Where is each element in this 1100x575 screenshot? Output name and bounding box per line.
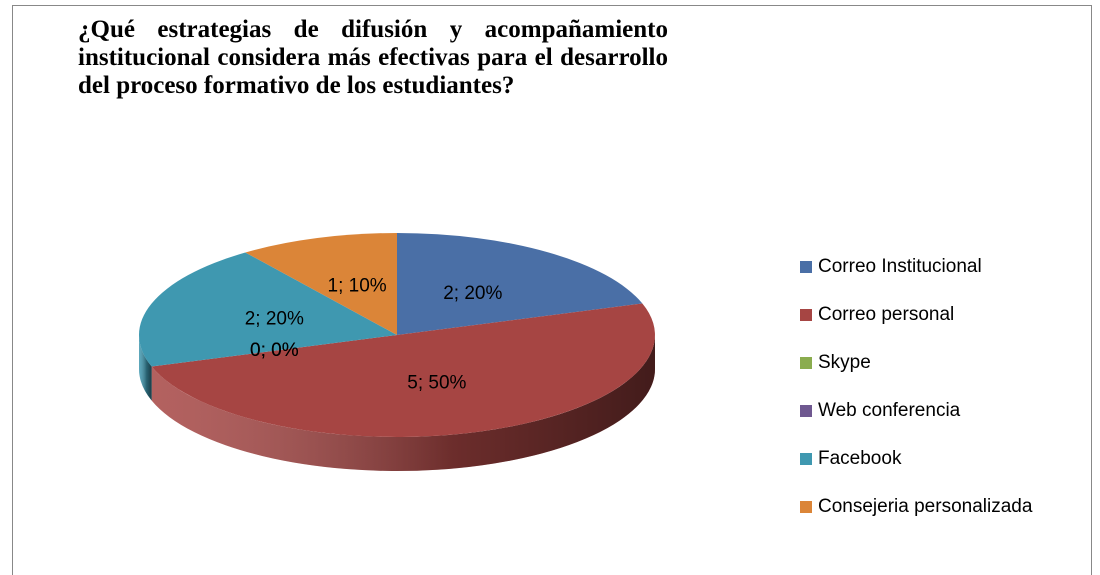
chart-frame — [12, 5, 1092, 575]
legend-label: Correo personal — [818, 304, 954, 325]
legend-label: Correo Institucional — [818, 256, 982, 277]
legend-swatch — [800, 405, 812, 417]
legend-label: Web conferencia — [818, 400, 961, 421]
legend-swatch — [800, 357, 812, 369]
legend-swatch — [800, 453, 812, 465]
pie-slice — [139, 252, 397, 367]
legend-label: Skype — [818, 352, 871, 373]
legend-label: Consejeria personalizada — [818, 496, 1033, 517]
data-label: 1; 10% — [328, 276, 387, 297]
pie-slice — [397, 233, 643, 335]
legend-swatch — [800, 261, 812, 273]
data-label: 0; 0% — [250, 340, 299, 361]
data-label: 2; 20% — [443, 283, 502, 304]
legend-swatch — [800, 501, 812, 513]
pie-side-shade — [139, 335, 152, 401]
legend-label: Facebook — [818, 448, 902, 469]
data-label: 0; 0% — [250, 340, 299, 361]
data-label: 5; 50% — [407, 373, 466, 394]
legend-swatch — [800, 309, 812, 321]
pie-side-shade — [151, 335, 655, 471]
pie-slice — [245, 233, 397, 335]
chart-title: ¿Qué estrategias de difusión y acompañam… — [78, 16, 668, 99]
pie-slice — [151, 303, 655, 437]
data-label: 2; 20% — [245, 308, 304, 329]
